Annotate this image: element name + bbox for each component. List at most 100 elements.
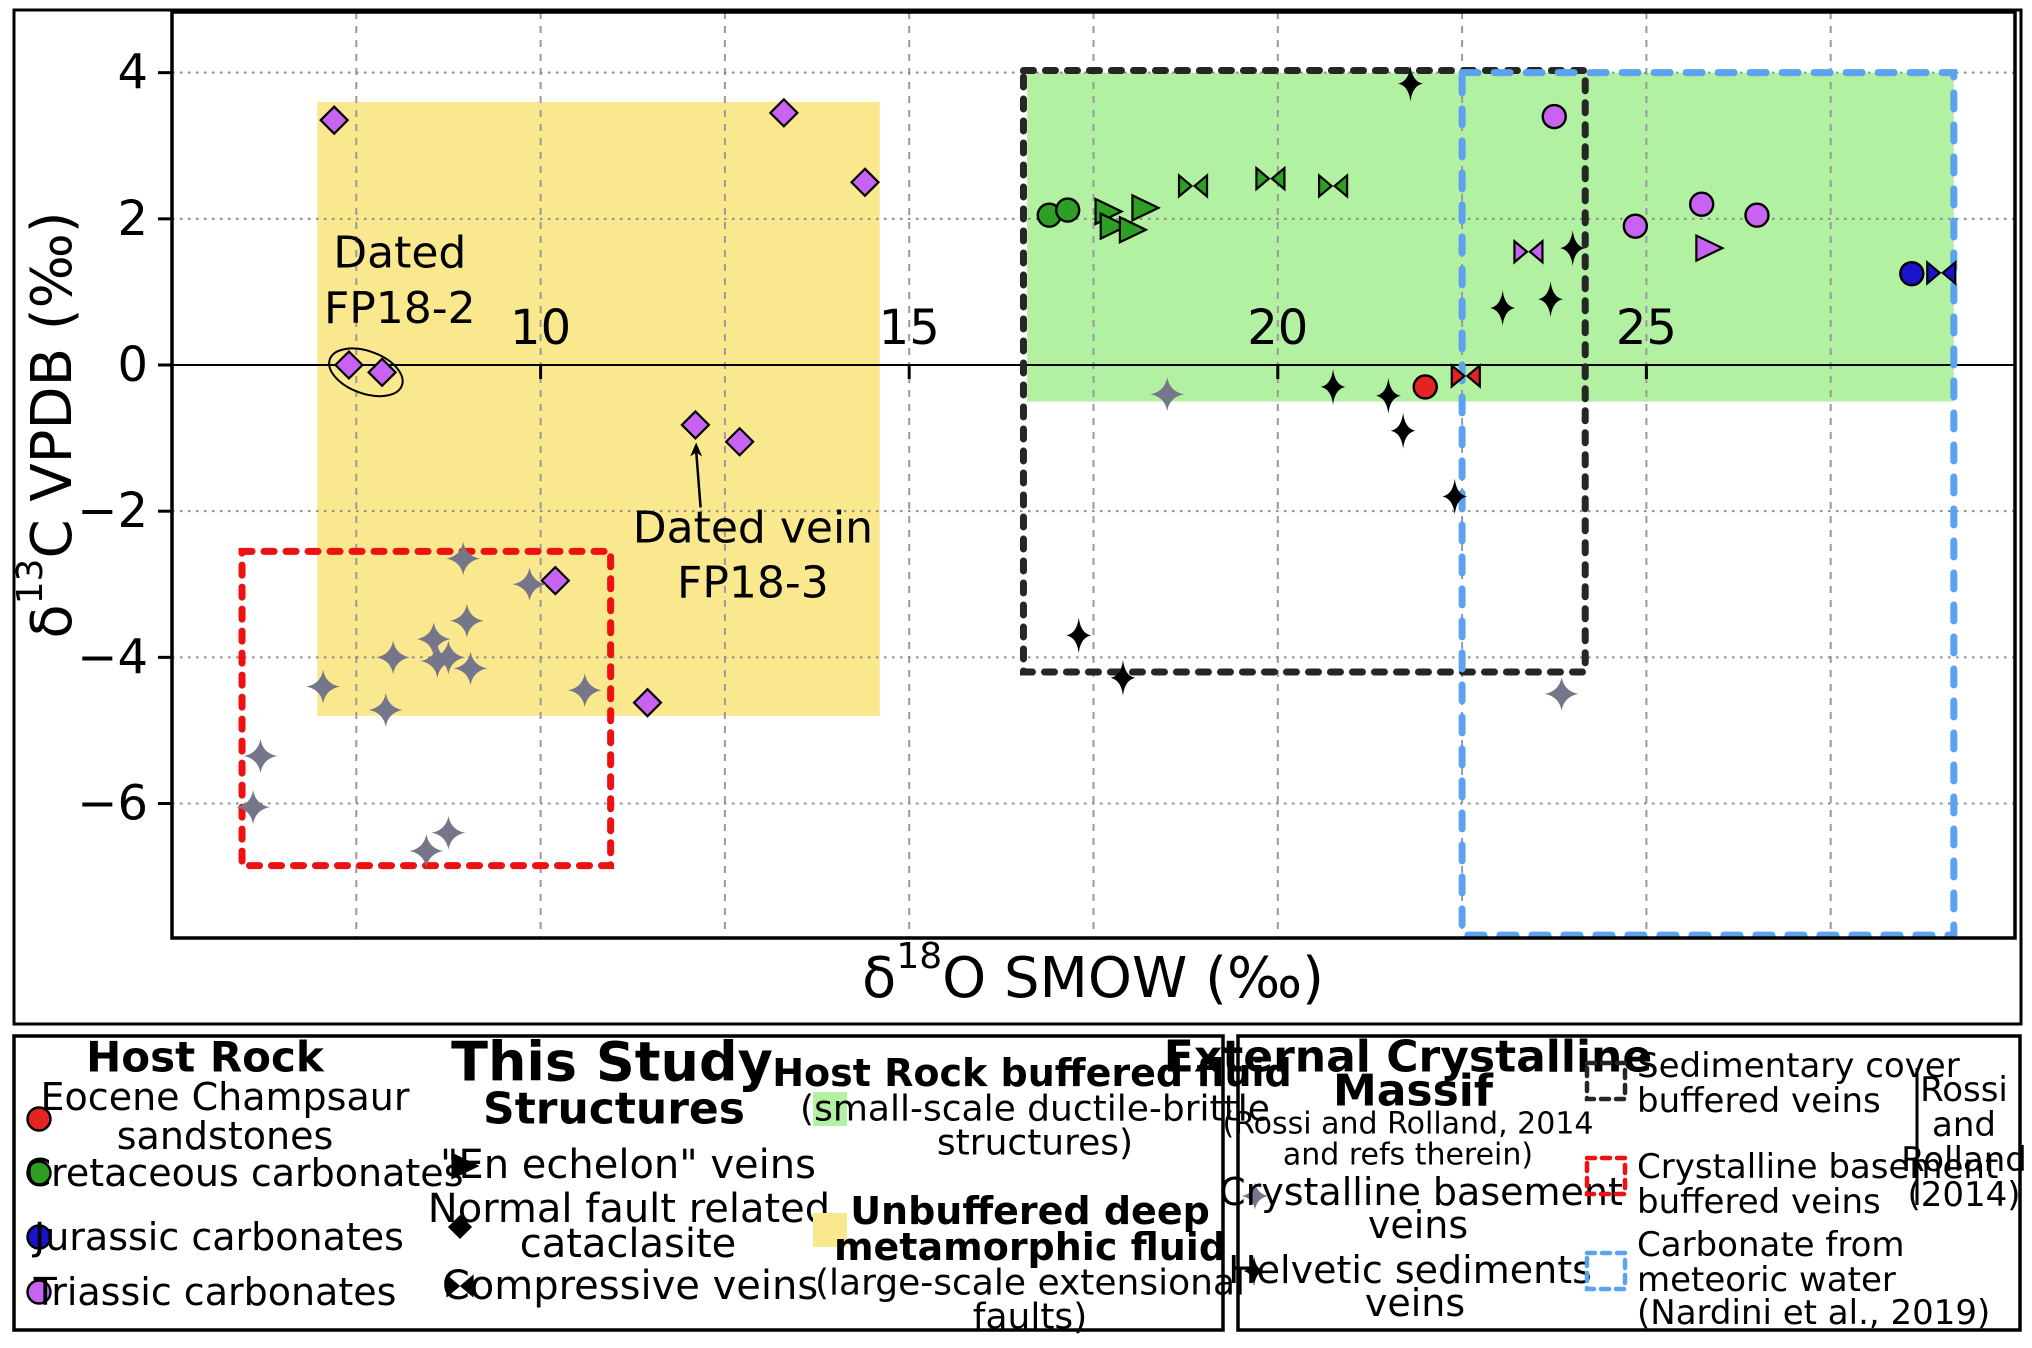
dashed-box-swatch — [1584, 1250, 1628, 1292]
external-massif-title: External Crystalline — [1164, 1032, 1652, 1083]
diamond-point — [540, 565, 571, 596]
diamond-point — [632, 687, 663, 718]
host-rock-title: Host Rock — [86, 1033, 325, 1082]
tri-point — [1695, 233, 1725, 263]
y-tick-labels: 4 2 0 −2 −4 −6 — [77, 45, 148, 832]
host-rock-item-label: sandstones — [117, 1114, 334, 1158]
fluid-title: Unbuffered deep — [850, 1189, 1210, 1233]
structures-subtitle: Structures — [483, 1084, 745, 1135]
circle-point — [1541, 103, 1567, 130]
tri-point — [1118, 215, 1149, 245]
box-item-label: buffered veins — [1637, 1081, 1881, 1121]
cross4-point — [1110, 659, 1136, 696]
legend-tri-swatch — [451, 1152, 480, 1180]
cross4-point — [1560, 230, 1586, 267]
dashed-box-swatch — [1584, 1060, 1628, 1102]
circle-point — [1412, 374, 1438, 400]
diamond-point — [367, 357, 398, 388]
host-rock-item-label: Jurassic carbonates — [32, 1215, 404, 1259]
cross4-point — [1397, 65, 1423, 102]
data-series — [236, 65, 1957, 869]
star4-point — [446, 541, 481, 576]
circle-point — [1622, 213, 1649, 239]
bowtie-point — [1450, 363, 1481, 389]
x-tick-label: 15 — [879, 300, 940, 356]
bowtie-point — [1926, 260, 1957, 286]
circle-point — [1688, 191, 1715, 217]
series-cretaceous-en-echelon-veins — [1094, 193, 1161, 245]
cross4-point — [1320, 368, 1346, 405]
box-item-label: Crystalline basement — [1637, 1147, 1998, 1187]
diamond-point — [724, 426, 755, 457]
star4-point — [368, 692, 403, 727]
series-helvetic-sediments-veins — [1066, 65, 1586, 696]
series-cretaceous-host-rock — [1036, 197, 1081, 228]
external-massif-title: Massif — [1333, 1066, 1494, 1117]
external-massif-subtitle: and refs therein) — [1283, 1138, 1533, 1173]
star4-point — [431, 815, 466, 850]
star4-point — [453, 651, 488, 686]
fp18-3-label-line1: Dated vein — [633, 502, 873, 553]
star4-point — [416, 622, 451, 657]
bowtie-point — [1317, 173, 1349, 199]
diamond-point — [319, 105, 350, 136]
legend-circle-swatch — [26, 1160, 52, 1186]
diamond-point — [680, 409, 711, 440]
fluid-swatch — [813, 1092, 847, 1126]
bowtie-point — [1177, 173, 1209, 199]
diamond-point — [333, 349, 364, 381]
series-eocene-host-rock — [1412, 374, 1438, 400]
vein-item-label: veins — [1368, 1203, 1468, 1247]
series-triassic-host-rock — [1541, 103, 1770, 239]
host-rock-item-label: Eocene Champsaur — [41, 1075, 410, 1119]
tri-point — [1099, 211, 1130, 241]
sedimentary-cover-buffered-veins-box — [1019, 66, 1589, 676]
y-tick-label: 4 — [117, 45, 148, 101]
star4-point — [306, 669, 341, 704]
vein-item-label: veins — [1365, 1281, 1465, 1325]
vein-item-label: Crystalline basement — [1219, 1170, 1623, 1214]
fluid-swatch — [813, 1213, 847, 1247]
fp18-3-arrow-head — [690, 442, 703, 457]
series-triassic-normal-fault-cataclasite — [319, 97, 881, 718]
bracket-label: Rolland — [1901, 1140, 2027, 1180]
fp18-2-label-line1: Dated — [333, 228, 466, 279]
fp18-2-ellipse — [328, 347, 404, 398]
legend-diamond-swatch — [447, 1214, 473, 1240]
fluid-subtitle: (large-scale extensional — [815, 1263, 1245, 1304]
circle-point — [1899, 260, 1925, 287]
x-tick-label: 10 — [510, 300, 571, 356]
box-item-label: meteoric water — [1637, 1260, 1896, 1300]
legend-circle-swatch — [26, 1279, 52, 1305]
star4-point — [236, 790, 271, 825]
series-triassic-en-echelon-veins — [1695, 233, 1725, 263]
series-jurassic-compressive-veins — [1926, 260, 1957, 286]
box-item-label: buffered veins — [1637, 1182, 1881, 1222]
cross4-point — [1490, 289, 1516, 326]
circle-point — [1744, 202, 1770, 228]
y-tick-label: −2 — [77, 483, 148, 539]
tri-point — [1131, 193, 1161, 223]
y-tick-label: −6 — [77, 776, 148, 832]
structure-item-label: "En echelon" veins — [440, 1142, 816, 1188]
star4-point — [567, 673, 602, 708]
series-cretaceous-compressive-veins — [1177, 165, 1349, 199]
diamond-point — [768, 97, 799, 128]
y-tick-label: 2 — [117, 191, 148, 247]
bowtie-point — [1513, 238, 1544, 265]
fp18-2-label-line2: FP18-2 — [324, 283, 476, 334]
legend-star4-swatch — [1241, 1182, 1269, 1210]
figure-border — [12, 8, 2023, 1026]
cross4-point — [1066, 617, 1092, 654]
fluid-title: Host Rock buffered fluid — [772, 1051, 1292, 1095]
unbuffered-deep-metamorphic-fluid-region — [317, 101, 880, 716]
circle-point — [1054, 197, 1081, 223]
star4-point — [1150, 377, 1185, 412]
y-tick-label: 0 — [117, 337, 148, 393]
cross4-point — [1538, 281, 1564, 318]
bracket-label: and — [1932, 1105, 1996, 1145]
